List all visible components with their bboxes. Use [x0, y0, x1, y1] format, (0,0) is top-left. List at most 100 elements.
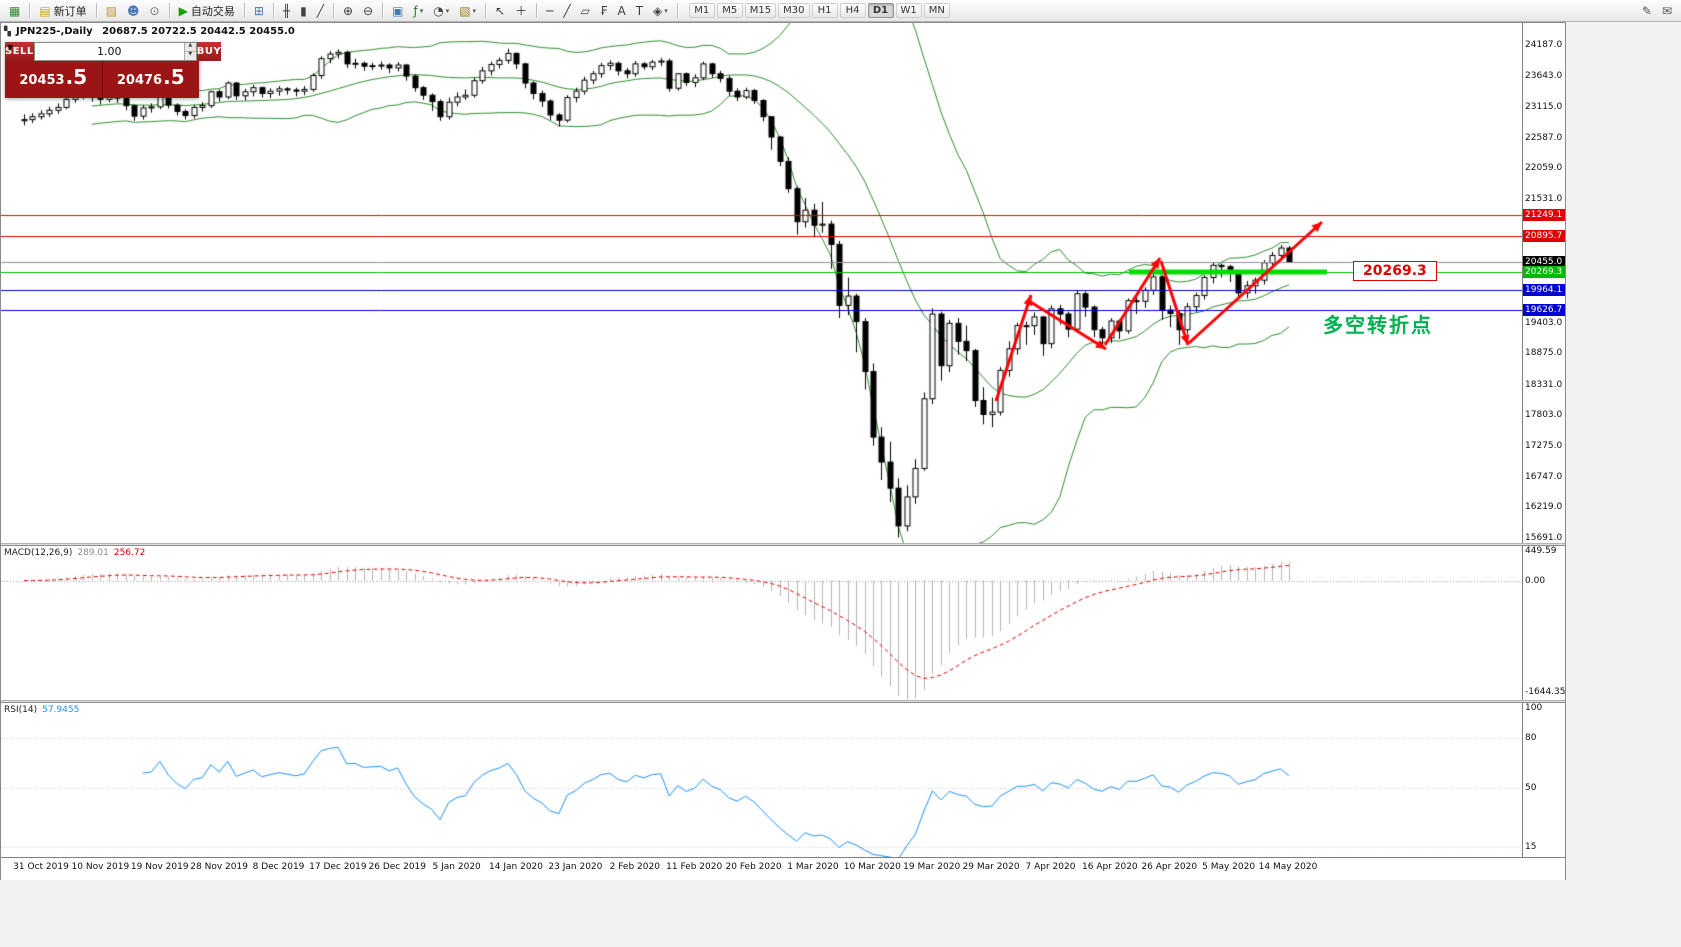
- equidistant-channel-button[interactable]: ▱: [577, 1, 594, 21]
- time-label: 16 Apr 2020: [1082, 862, 1138, 872]
- timeframe-w1-button[interactable]: W1: [895, 3, 922, 18]
- volume-up-icon[interactable]: ▲: [184, 43, 196, 52]
- fibonacci-button[interactable]: ₣: [596, 1, 612, 21]
- current-price-tag[interactable]: 20455.0: [1523, 255, 1565, 268]
- macd-axis[interactable]: 449.59 0.00 -1644.35: [1522, 546, 1566, 700]
- main-chart-plot[interactable]: ▚ JPN225-,Daily 20687.5 20722.5 20442.5 …: [1, 23, 1523, 543]
- timeframe-mn-button[interactable]: MN: [923, 3, 950, 18]
- arrows-tool-button[interactable]: ◈ ▾: [649, 1, 672, 21]
- text-label-button[interactable]: T: [632, 1, 647, 21]
- bar-chart-mode-button[interactable]: ╫: [279, 1, 294, 21]
- message-button[interactable]: ✉: [1658, 1, 1676, 21]
- autotrading-icon: ▶: [178, 3, 188, 18]
- horizontal-line-button[interactable]: ─: [542, 1, 557, 21]
- rsi-plot[interactable]: RSI(14) 57.9455: [1, 703, 1523, 857]
- timeframe-m5-button[interactable]: M5: [716, 3, 743, 18]
- buy-price[interactable]: 20476 .5: [103, 61, 200, 98]
- text-button[interactable]: A: [613, 1, 629, 21]
- help-icon: ⊙: [149, 3, 160, 18]
- sell-button[interactable]: SELL: [5, 42, 34, 61]
- price-axis[interactable]: 24187.0 23643.0 23115.0 22587.0 22059.0 21531…: [1522, 23, 1565, 543]
- indicators-dropdown-icon[interactable]: ▾: [419, 6, 424, 15]
- rsi-canvas[interactable]: [1, 703, 1523, 857]
- pencil-button[interactable]: ✎: [1638, 1, 1656, 21]
- crosshair-button[interactable]: ＋: [511, 1, 531, 21]
- rsi-header: RSI(14) 57.9455: [4, 705, 79, 715]
- buy-button[interactable]: BUY: [196, 42, 222, 61]
- fibonacci-icon: ₣: [599, 3, 608, 18]
- rsi-axis[interactable]: 100 80 50 15: [1522, 703, 1565, 857]
- autotrading-label: 自动交易: [190, 4, 235, 18]
- time-label: 19 Nov 2019: [130, 862, 189, 872]
- pane-separator[interactable]: [1, 543, 1565, 546]
- level-price-tag[interactable]: 19626.7: [1523, 303, 1565, 316]
- community-button[interactable]: ☻: [123, 1, 144, 21]
- volume-down-icon[interactable]: ▼: [184, 52, 196, 60]
- line-chart-mode-icon: ╱: [316, 3, 324, 18]
- turning-point-annotation[interactable]: 多空转折点: [1323, 313, 1433, 337]
- macd-canvas[interactable]: [1, 546, 1523, 700]
- crosshair-icon: ＋: [515, 3, 528, 18]
- cursor-button[interactable]: ↖: [491, 1, 509, 21]
- new-order-icon: ▤: [39, 3, 51, 18]
- support-level-label[interactable]: 20269.3: [1353, 261, 1437, 281]
- time-label: 14 Jan 2020: [489, 862, 544, 872]
- one-click-panel-toggle-icon[interactable]: ▼: [7, 43, 14, 52]
- zoom-out-button[interactable]: ⊖: [359, 1, 377, 21]
- level-price-tag[interactable]: 20269.3: [1523, 266, 1565, 279]
- new-order-button[interactable]: ▤ 新订单: [35, 1, 90, 21]
- time-label: 26 Dec 2019: [368, 862, 427, 872]
- timeframe-h4-button[interactable]: H4: [839, 3, 866, 18]
- templates-button[interactable]: ▧ ▾: [455, 1, 480, 21]
- sell-price-base: 20453: [19, 73, 65, 88]
- time-axis[interactable]: 31 Oct 2019 10 Nov 2019 19 Nov 2019 28 Nov …: [1, 857, 1565, 880]
- cursor-icon: ↖: [495, 3, 506, 18]
- new-chart-button[interactable]: ▦: [5, 1, 24, 21]
- horizontal-line-icon: ─: [546, 3, 554, 18]
- tile-windows-button[interactable]: ⊞: [250, 1, 268, 21]
- arrows-tool-dropdown-icon[interactable]: ▾: [664, 6, 668, 15]
- tile-windows-icon: ⊞: [253, 3, 264, 18]
- toolbar-separator: [29, 3, 31, 18]
- level-price-tag[interactable]: 20895.7: [1523, 229, 1565, 242]
- price-tick: 24187.0: [1525, 39, 1563, 50]
- volume-box: ▲ ▼: [33, 42, 197, 61]
- time-label: 14 May 2020: [1258, 862, 1318, 872]
- candlestick-mode-icon: ▮: [300, 3, 307, 18]
- macd-plot[interactable]: MACD(12,26,9) 289.01 256.72: [1, 546, 1523, 700]
- timeframe-buttons: M1 M5 M15 M30 H1 H4 D1 W1 MN: [688, 3, 951, 18]
- volume-input[interactable]: [34, 43, 184, 60]
- chart-mini-icon: ▚: [4, 27, 11, 37]
- macd-tick: 0.00: [1525, 575, 1546, 586]
- level-price-tag[interactable]: 19964.1: [1523, 284, 1565, 297]
- timeframe-h1-button[interactable]: H1: [811, 3, 838, 18]
- pane-separator[interactable]: [1, 700, 1565, 703]
- trendline-button[interactable]: ╱: [559, 1, 574, 21]
- macd-tick: 449.59: [1525, 546, 1557, 556]
- timeframe-d1-button[interactable]: D1: [867, 3, 894, 18]
- price-tick: 16747.0: [1525, 471, 1563, 482]
- line-chart-mode-button[interactable]: ╱: [313, 1, 328, 21]
- arrows-tool-icon: ◈: [653, 3, 663, 18]
- timeframe-m30-button[interactable]: M30: [778, 3, 810, 18]
- time-label: 10 Nov 2019: [71, 862, 130, 872]
- autotrading-button[interactable]: ▶ 自动交易: [175, 1, 239, 21]
- time-label: 2 Feb 2020: [609, 862, 660, 872]
- timeframe-m15-button[interactable]: M15: [744, 3, 777, 18]
- help-button[interactable]: ⊙: [146, 1, 164, 21]
- level-price-tag[interactable]: 21249.1: [1523, 209, 1565, 222]
- sell-price[interactable]: 20453 .5: [5, 61, 103, 98]
- zoom-in-button[interactable]: ⊕: [339, 1, 357, 21]
- main-chart-canvas[interactable]: [1, 23, 1523, 543]
- time-label: 7 Apr 2020: [1025, 862, 1076, 872]
- templates-dropdown-icon[interactable]: ▾: [472, 6, 477, 15]
- arrange-windows-button[interactable]: ▣: [388, 1, 407, 21]
- indicators-button[interactable]: ƒ ▾: [409, 1, 427, 21]
- timeframe-m1-button[interactable]: M1: [688, 3, 715, 18]
- price-tick: 18331.0: [1525, 379, 1563, 390]
- profiles-button[interactable]: ▨: [102, 1, 121, 21]
- periods-dropdown-icon[interactable]: ▾: [445, 6, 450, 15]
- periods-button[interactable]: ◔ ▾: [429, 1, 453, 21]
- rsi-tick: 15: [1525, 841, 1537, 852]
- candlestick-mode-button[interactable]: ▮: [296, 1, 311, 21]
